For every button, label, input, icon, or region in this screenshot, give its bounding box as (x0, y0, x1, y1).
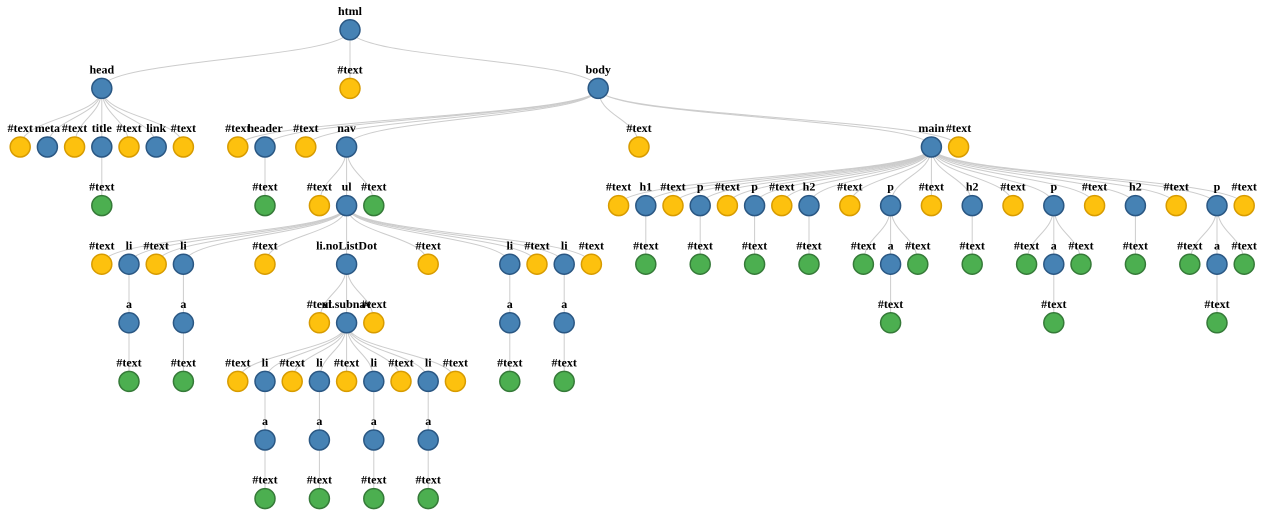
svg-text:#text: #text (660, 180, 685, 194)
svg-text:head: head (89, 63, 114, 77)
svg-text:ul.subnav: ul.subnav (322, 297, 372, 311)
svg-text:#text: #text (89, 180, 114, 194)
svg-text:#text: #text (89, 238, 114, 252)
svg-text:#text: #text (960, 238, 985, 252)
svg-text:#text: #text (171, 121, 196, 135)
svg-text:#text: #text (1232, 180, 1257, 194)
svg-text:#text: #text (144, 238, 169, 252)
svg-text:h2: h2 (803, 180, 816, 194)
svg-text:li: li (425, 356, 432, 370)
svg-text:li: li (180, 238, 187, 252)
svg-text:#text: #text (497, 356, 522, 370)
svg-text:header: header (247, 121, 283, 135)
svg-text:#text: #text (307, 180, 332, 194)
svg-text:#text: #text (361, 180, 386, 194)
svg-text:#text: #text (1000, 180, 1025, 194)
svg-text:#text: #text (688, 238, 713, 252)
svg-text:#text: #text (1232, 238, 1257, 252)
svg-text:a: a (262, 414, 268, 428)
svg-text:#text: #text (1177, 238, 1202, 252)
svg-text:title: title (92, 121, 113, 135)
svg-text:#text: #text (1123, 238, 1148, 252)
svg-text:link: link (146, 121, 166, 135)
svg-text:main: main (918, 121, 944, 135)
svg-text:#text: #text (579, 238, 604, 252)
svg-text:a: a (507, 297, 513, 311)
svg-text:p: p (887, 180, 894, 194)
svg-text:#text: #text (307, 473, 332, 487)
svg-text:#text: #text (334, 356, 359, 370)
svg-text:#text: #text (361, 473, 386, 487)
svg-text:h2: h2 (1129, 180, 1142, 194)
svg-text:#text: #text (116, 356, 141, 370)
svg-text:#text: #text (626, 121, 651, 135)
svg-text:a: a (888, 238, 894, 252)
svg-text:#text: #text (225, 121, 250, 135)
svg-text:nav: nav (337, 121, 356, 135)
svg-text:p: p (1214, 180, 1221, 194)
svg-text:a: a (1051, 238, 1057, 252)
svg-text:#text: #text (905, 238, 930, 252)
svg-text:body: body (586, 63, 611, 77)
svg-text:#text: #text (1041, 297, 1066, 311)
svg-text:meta: meta (35, 121, 60, 135)
svg-text:#text: #text (171, 356, 196, 370)
svg-text:#text: #text (225, 356, 250, 370)
svg-text:#text: #text (1164, 180, 1189, 194)
svg-text:#text: #text (606, 180, 631, 194)
svg-text:#text: #text (796, 238, 821, 252)
svg-text:#text: #text (8, 121, 33, 135)
svg-text:ul: ul (342, 180, 353, 194)
svg-text:#text: #text (1068, 238, 1093, 252)
svg-text:a: a (180, 297, 186, 311)
svg-text:#text: #text (307, 297, 332, 311)
svg-text:#text: #text (252, 238, 277, 252)
svg-text:a: a (425, 414, 431, 428)
svg-text:#text: #text (416, 238, 441, 252)
svg-text:#text: #text (715, 180, 740, 194)
svg-text:p: p (697, 180, 704, 194)
svg-text:#text: #text (919, 180, 944, 194)
svg-text:#text: #text (252, 180, 277, 194)
svg-text:#text: #text (769, 180, 794, 194)
svg-text:#text: #text (443, 356, 468, 370)
svg-text:#text: #text (742, 238, 767, 252)
svg-text:html: html (338, 4, 363, 18)
svg-text:p: p (751, 180, 758, 194)
svg-text:li: li (561, 238, 568, 252)
svg-text:li: li (262, 356, 269, 370)
svg-text:#text: #text (293, 121, 318, 135)
svg-text:#text: #text (878, 297, 903, 311)
svg-text:#text: #text (361, 297, 386, 311)
svg-text:#text: #text (337, 63, 362, 77)
svg-text:#text: #text (388, 356, 413, 370)
svg-text:li.noListDot: li.noListDot (316, 238, 377, 252)
svg-text:li: li (126, 238, 133, 252)
svg-text:#text: #text (946, 121, 971, 135)
svg-text:#text: #text (116, 121, 141, 135)
svg-text:p: p (1050, 180, 1057, 194)
svg-text:h2: h2 (966, 180, 979, 194)
svg-text:a: a (371, 414, 377, 428)
svg-text:a: a (126, 297, 132, 311)
svg-text:h1: h1 (639, 180, 652, 194)
svg-text:li: li (316, 356, 323, 370)
svg-text:#text: #text (524, 238, 549, 252)
svg-text:#text: #text (416, 473, 441, 487)
svg-text:#text: #text (633, 238, 658, 252)
svg-text:#text: #text (851, 238, 876, 252)
svg-text:#text: #text (1014, 238, 1039, 252)
svg-text:#text: #text (252, 473, 277, 487)
svg-text:#text: #text (837, 180, 862, 194)
svg-text:a: a (316, 414, 322, 428)
svg-text:#text: #text (552, 356, 577, 370)
svg-text:li: li (506, 238, 513, 252)
svg-text:#text: #text (1204, 297, 1229, 311)
svg-text:#text: #text (62, 121, 87, 135)
svg-text:#text: #text (1082, 180, 1107, 194)
svg-text:a: a (1214, 238, 1220, 252)
svg-text:li: li (370, 356, 377, 370)
svg-text:a: a (561, 297, 567, 311)
svg-text:#text: #text (280, 356, 305, 370)
